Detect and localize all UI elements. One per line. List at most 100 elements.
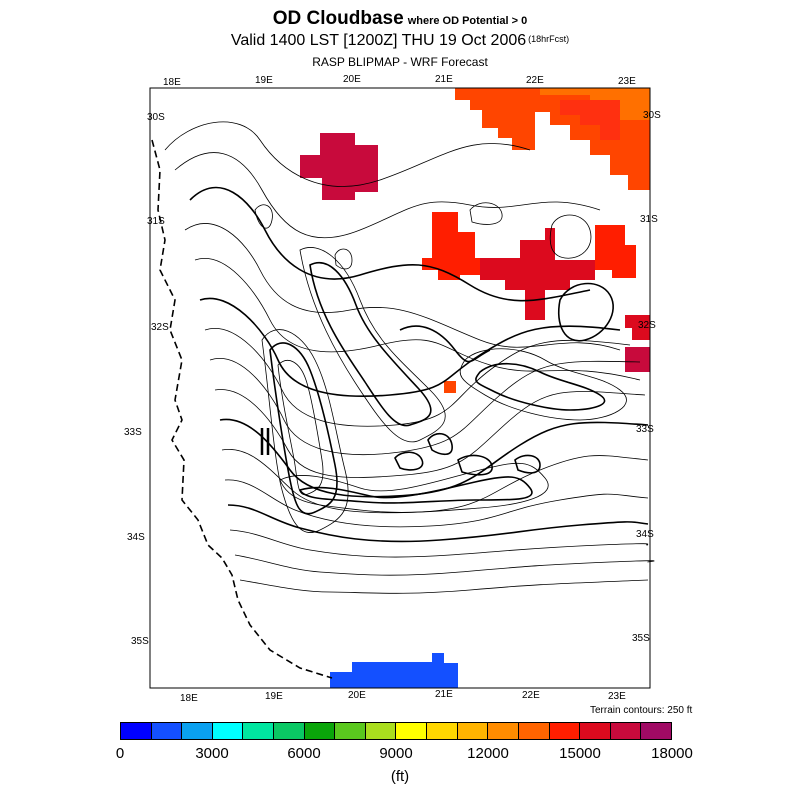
lat-label: 32S — [638, 320, 656, 331]
legend-swatch — [549, 723, 581, 739]
lon-label: 19E — [265, 691, 283, 702]
lat-label: 32S — [151, 322, 169, 333]
lat-label: 33S — [636, 424, 654, 435]
lat-label: 35S — [131, 636, 149, 647]
closed-contour — [514, 454, 541, 474]
legend-unit: (ft) — [390, 768, 410, 785]
ridge-contour — [309, 262, 432, 427]
legend-tick-label: 12000 — [467, 745, 509, 762]
legend-swatch — [304, 723, 336, 739]
valid-time: Valid 1400 LST [1200Z] THU 19 Oct 2006 (1… — [0, 32, 800, 50]
lon-label: 21E — [435, 689, 453, 700]
lon-label: 23E — [618, 76, 636, 87]
closed-contour — [254, 204, 273, 229]
cloudbase-region-edge-32s — [625, 315, 650, 340]
legend-swatch — [518, 723, 550, 739]
closed-contour — [549, 214, 592, 259]
legend-swatch — [182, 723, 213, 739]
cloudbase-region-edge-32s-lower — [625, 347, 650, 372]
legend-tick-label: 0 — [115, 745, 125, 762]
legend-swatch — [580, 723, 611, 739]
closed-contour — [427, 432, 453, 456]
ridge-contour — [459, 348, 627, 421]
valid-time-text: Valid 1400 LST [1200Z] THU 19 Oct 2006 — [230, 32, 527, 49]
legend-swatch — [212, 723, 244, 739]
legend-swatch — [610, 723, 642, 739]
lon-label: 19E — [255, 75, 273, 86]
ridge-contour — [298, 476, 533, 504]
lon-label: 18E — [163, 77, 181, 88]
contour — [214, 389, 646, 478]
lon-label: 18E — [180, 693, 198, 704]
closed-contour — [457, 454, 493, 476]
contour — [224, 479, 649, 528]
legend-swatch — [641, 723, 671, 739]
ridge-contour — [261, 329, 349, 533]
legend-tick-label: 3000 — [195, 745, 229, 762]
contour — [219, 418, 649, 498]
cloudbase-region-small-orange — [444, 381, 456, 393]
lon-label: 22E — [526, 75, 544, 86]
lon-label: 20E — [348, 690, 366, 701]
ridge-contour — [269, 342, 338, 515]
closed-contour — [469, 202, 503, 225]
map-frame — [149, 87, 651, 689]
cloudbase-region-northeast-upper — [560, 100, 620, 140]
map-title: OD Cloudbase where OD Potential > 0 — [0, 8, 800, 30]
map-title-main: OD Cloudbase — [272, 8, 404, 29]
right-lat-labels: 30S 31S 32S 33S 34S 35S — [632, 110, 661, 644]
legend-swatch — [121, 723, 152, 739]
cloudbase-region-far-east — [595, 225, 636, 278]
legend-tick-label: 18000 — [651, 745, 693, 762]
closed-contour — [334, 248, 353, 270]
ridge-contour — [279, 462, 549, 513]
legend-swatch — [274, 723, 305, 739]
contour — [164, 121, 531, 187]
lat-label: 34S — [636, 529, 654, 540]
lat-label: 34S — [127, 532, 145, 543]
coastline — [151, 139, 333, 679]
terrain-contour-note: Terrain contours: 250 ft — [590, 705, 693, 716]
legend-swatch — [396, 723, 428, 739]
legend-tick-label: 15000 — [559, 745, 601, 762]
lat-label: 33S — [124, 427, 142, 438]
cloudbase-cells — [300, 88, 650, 688]
cloudbase-region-south-blue — [330, 653, 458, 688]
lon-label: 22E — [522, 690, 540, 701]
ridge-contour — [277, 360, 324, 496]
contour — [204, 328, 631, 427]
legend-tick-label: 6000 — [287, 745, 321, 762]
cloudbase-region-crimson-north — [300, 133, 378, 200]
contour — [239, 579, 649, 594]
forecast-hour: (18hrFcst) — [528, 34, 570, 44]
contour — [199, 297, 621, 398]
bottom-lon-labels: 18E 19E 20E 21E 22E 23E — [180, 689, 626, 704]
contour — [189, 186, 591, 302]
legend-tick-label: 9000 — [379, 745, 413, 762]
closed-contour — [558, 282, 614, 342]
source-line: RASP BLIPMAP - WRF Forecast — [312, 55, 488, 69]
contour — [174, 152, 601, 239]
contour — [234, 554, 655, 576]
ridge-contour — [299, 247, 446, 443]
contour — [229, 529, 649, 558]
contour — [209, 358, 641, 455]
legend-swatch — [243, 723, 275, 739]
ridge-contour — [475, 362, 606, 411]
closed-contour — [394, 451, 424, 471]
contour — [227, 504, 649, 543]
legend-swatch — [457, 723, 489, 739]
lon-label: 21E — [435, 74, 453, 85]
lon-label: 20E — [343, 74, 361, 85]
cloudbase-region-east — [480, 228, 595, 320]
lat-label: 31S — [640, 214, 658, 225]
lat-label: 30S — [147, 112, 165, 123]
color-legend — [120, 722, 672, 740]
legend-swatch — [151, 723, 183, 739]
terrain-contours — [151, 121, 655, 679]
legend-swatch — [427, 723, 458, 739]
top-lon-labels: 18E 19E 20E 21E 22E 23E — [163, 74, 636, 88]
map-title-suffix: where OD Potential > 0 — [407, 15, 528, 27]
left-lat-labels: 30S 31S 32S 33S 34S 35S — [124, 112, 169, 647]
